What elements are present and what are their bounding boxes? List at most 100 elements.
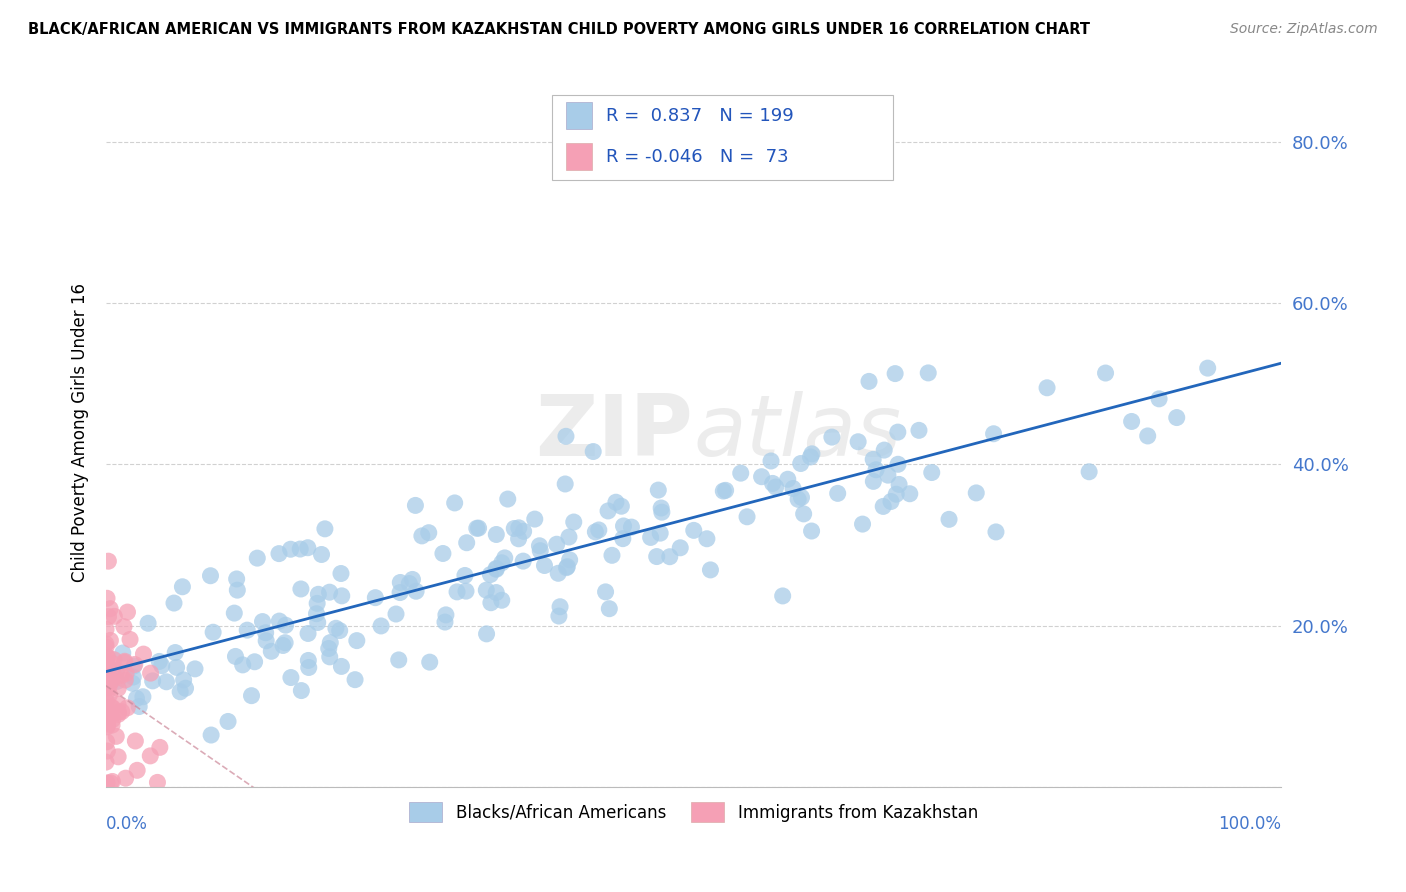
Point — [554, 477, 576, 491]
Point — [898, 487, 921, 501]
Text: R = -0.046   N =  73: R = -0.046 N = 73 — [606, 147, 789, 166]
Point — [523, 512, 546, 526]
Point — [1121, 414, 1143, 428]
Point — [307, 596, 329, 610]
Point — [588, 523, 610, 537]
Point — [984, 524, 1007, 539]
Point — [558, 553, 581, 567]
Point — [1147, 392, 1170, 406]
Point — [620, 520, 643, 534]
Point — [184, 662, 207, 676]
Point — [96, 655, 118, 669]
Point — [118, 632, 141, 647]
Point — [94, 663, 117, 677]
Point — [735, 509, 758, 524]
Point — [132, 690, 155, 704]
Point — [169, 685, 191, 699]
Point — [101, 657, 124, 671]
Point — [558, 530, 581, 544]
Point — [873, 443, 896, 458]
Point — [364, 591, 387, 605]
Point — [762, 476, 785, 491]
Point — [101, 700, 124, 714]
Point — [100, 776, 122, 790]
Point — [330, 566, 353, 581]
Point — [150, 658, 173, 673]
Point — [94, 623, 117, 637]
Point — [280, 542, 302, 557]
Point — [111, 646, 134, 660]
Point — [557, 559, 579, 574]
Point — [97, 609, 120, 624]
Point — [101, 718, 124, 732]
Point — [411, 529, 433, 543]
Point — [772, 589, 794, 603]
Point — [96, 591, 118, 606]
Point — [274, 635, 297, 649]
Point — [598, 601, 620, 615]
Point — [389, 575, 412, 590]
Point — [405, 584, 427, 599]
Point — [114, 673, 136, 687]
Point — [851, 517, 873, 532]
Point — [224, 649, 246, 664]
Point — [1136, 429, 1159, 443]
Point — [96, 685, 118, 699]
Point — [96, 673, 118, 687]
Point — [112, 620, 135, 634]
Point — [200, 728, 222, 742]
Point — [582, 444, 605, 458]
Point — [96, 694, 118, 708]
Point — [97, 677, 120, 691]
Point — [200, 568, 222, 582]
Point — [314, 522, 336, 536]
Point — [97, 554, 120, 568]
Point — [799, 450, 821, 464]
Point — [100, 633, 122, 648]
Point — [269, 614, 291, 628]
Point — [595, 585, 617, 599]
Point — [96, 648, 118, 663]
Point — [880, 494, 903, 508]
Point — [330, 589, 353, 603]
Point — [938, 512, 960, 526]
Point — [121, 676, 143, 690]
Point — [105, 664, 128, 678]
Point — [96, 735, 118, 749]
Point — [1197, 361, 1219, 376]
Point — [224, 606, 246, 620]
Point — [494, 550, 516, 565]
Point — [562, 515, 585, 529]
Point — [96, 681, 118, 695]
Point — [94, 703, 117, 717]
Point — [887, 457, 910, 471]
Point — [418, 525, 440, 540]
Point — [260, 644, 283, 658]
Point — [548, 609, 571, 624]
Point — [166, 660, 188, 674]
Point — [917, 366, 939, 380]
Point — [485, 561, 508, 575]
Point — [467, 521, 489, 535]
Point — [862, 475, 884, 489]
Point — [548, 599, 571, 614]
Point — [96, 744, 118, 758]
Point — [529, 543, 551, 558]
Point — [96, 669, 118, 683]
Point — [329, 624, 352, 638]
Point — [496, 491, 519, 506]
Point — [94, 668, 117, 682]
Point — [124, 734, 146, 748]
Point — [236, 623, 259, 637]
Point — [793, 507, 815, 521]
Point — [529, 539, 551, 553]
Point — [319, 635, 342, 649]
Point — [280, 671, 302, 685]
Point — [491, 556, 513, 570]
Point — [254, 625, 277, 640]
Point — [475, 583, 498, 598]
Point — [533, 558, 555, 573]
Point — [114, 771, 136, 785]
Point — [862, 452, 884, 467]
Point — [433, 615, 456, 629]
